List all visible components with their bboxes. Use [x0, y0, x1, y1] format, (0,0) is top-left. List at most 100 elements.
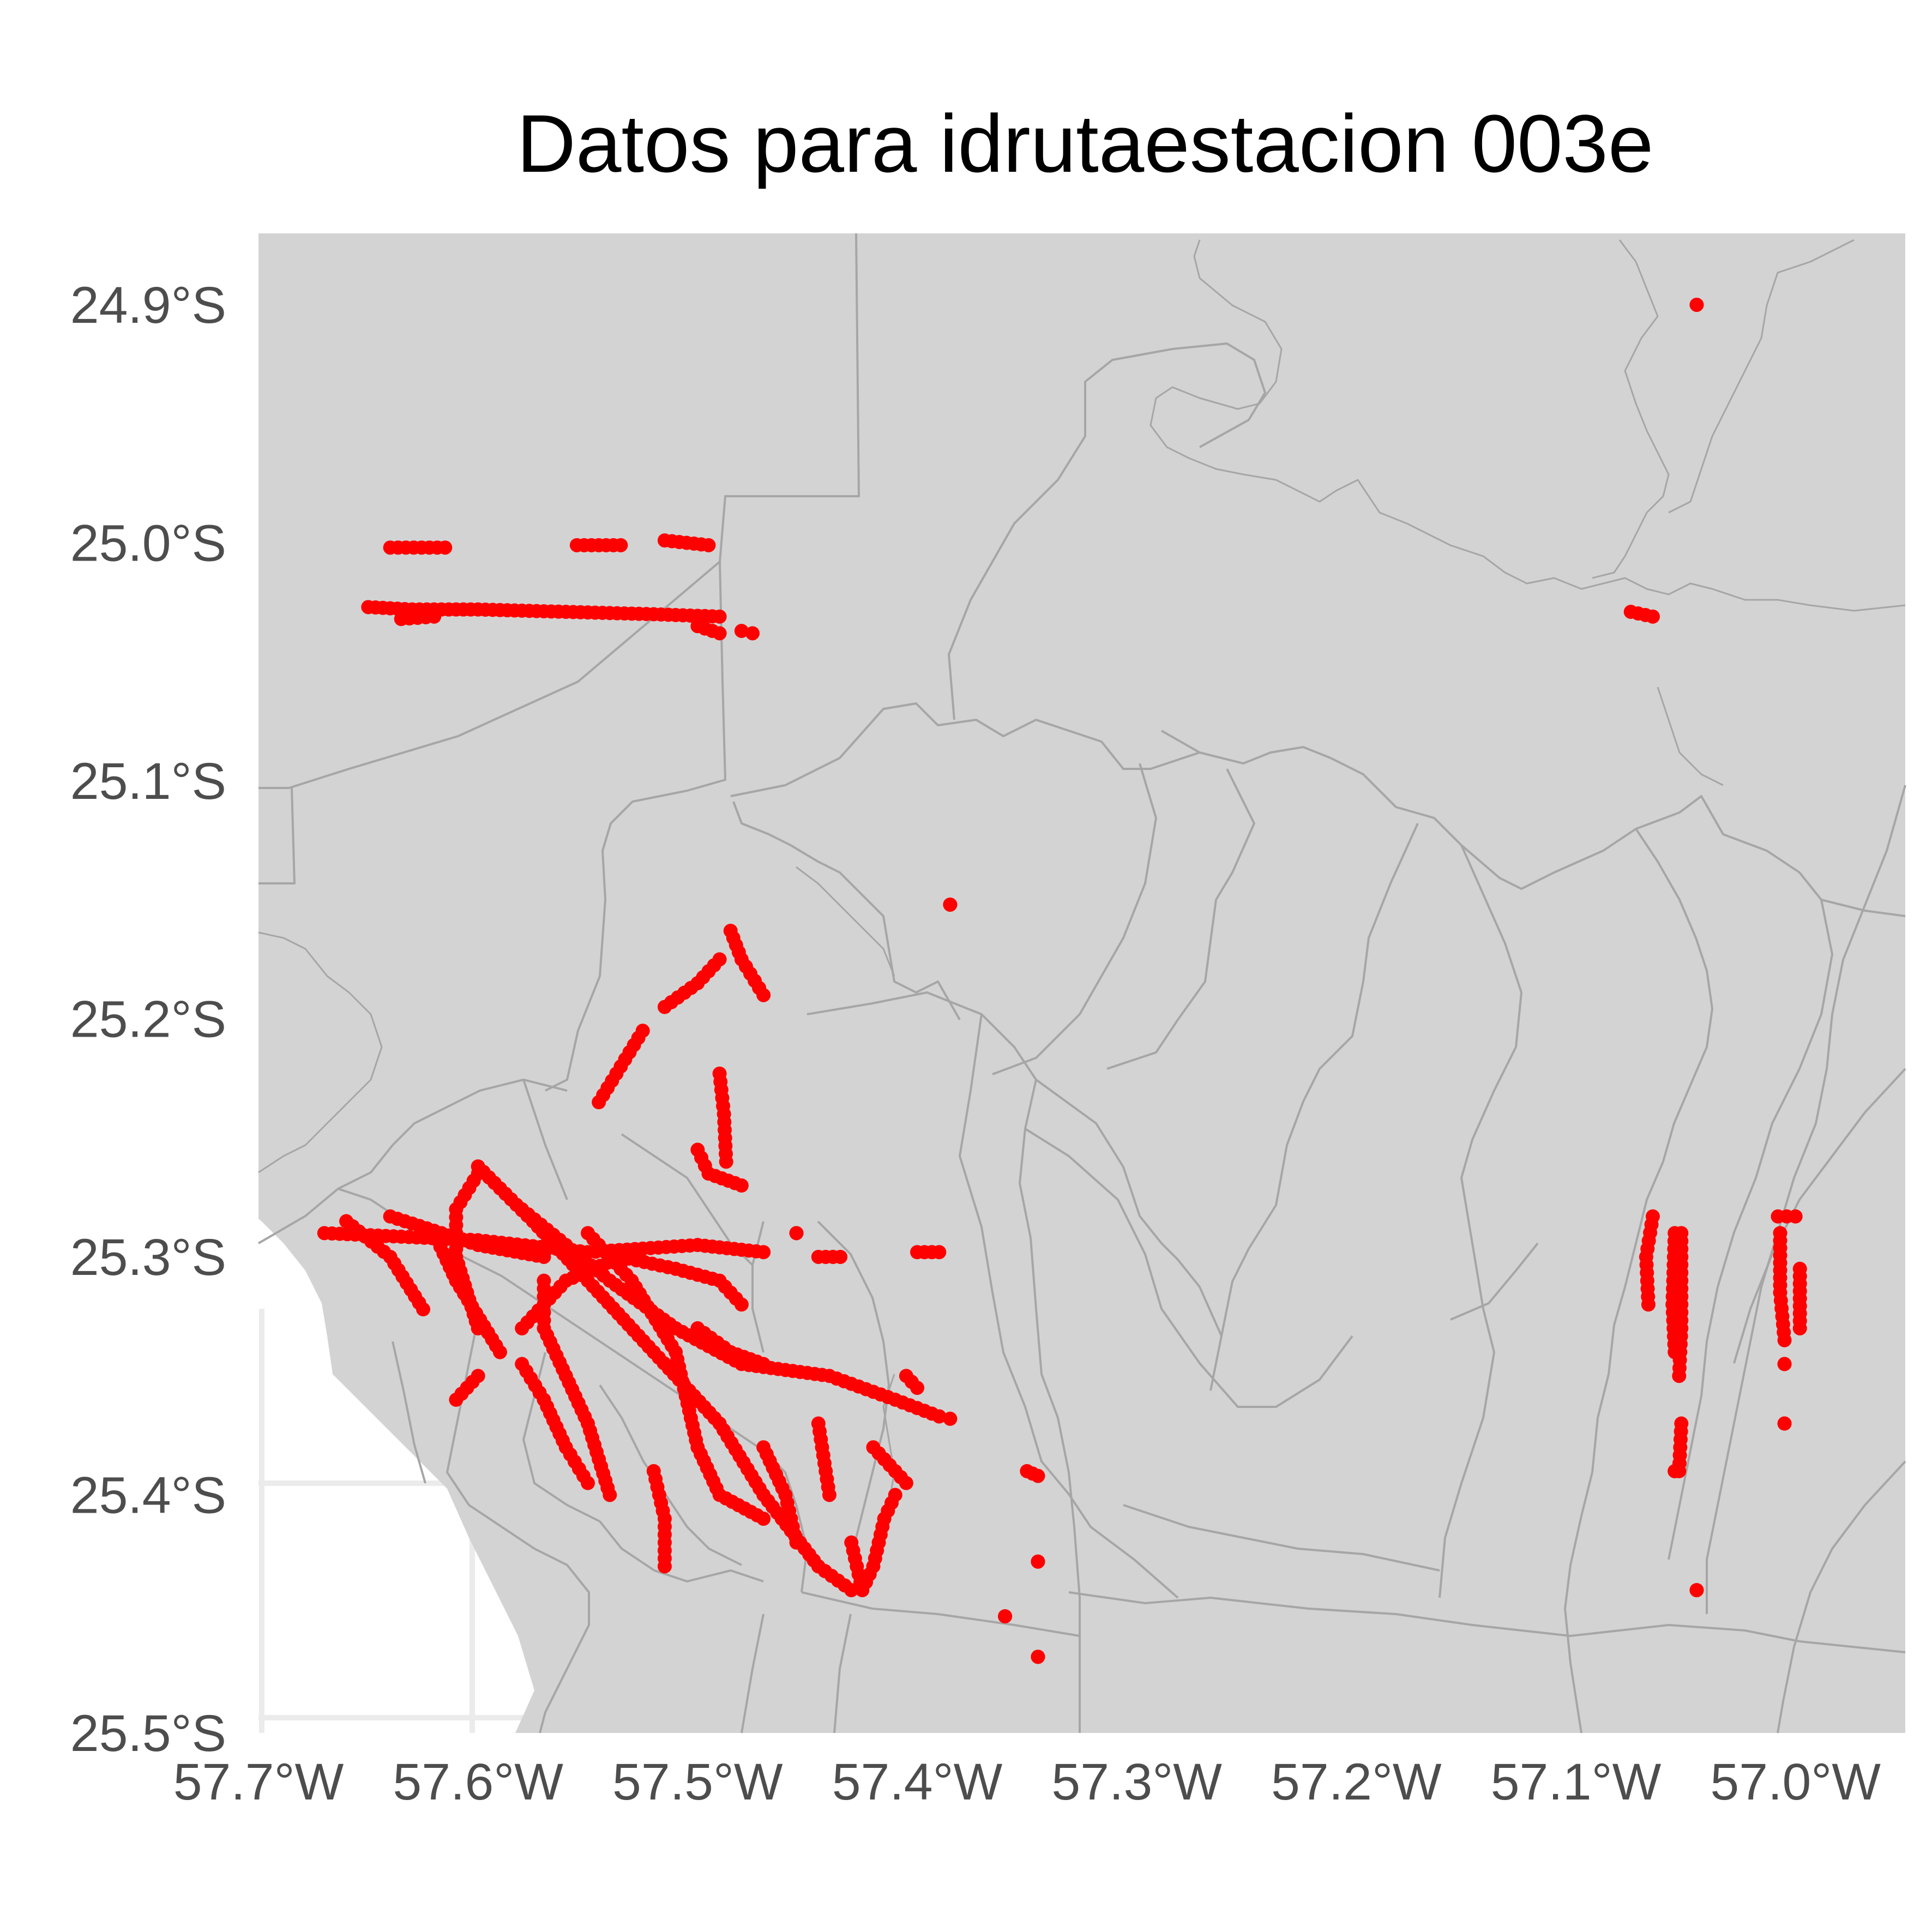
x-tick-label: 57.1°W — [1491, 1753, 1662, 1811]
gps-point — [756, 1245, 771, 1260]
department-boundary — [258, 233, 860, 789]
department-boundary — [545, 561, 726, 1092]
department-boundary — [1035, 1079, 1223, 1337]
gps-point — [1777, 1333, 1792, 1347]
x-tick-label: 57.7°W — [173, 1753, 344, 1811]
gps-point — [899, 1476, 913, 1490]
gps-point — [734, 623, 749, 638]
department-boundary — [1564, 828, 1713, 1734]
gps-point — [734, 1178, 749, 1193]
department-boundary — [1439, 845, 1522, 1598]
gps-point — [1689, 297, 1704, 312]
department-boundary — [833, 1614, 852, 1734]
x-tick-label: 57.5°W — [612, 1753, 783, 1811]
gps-point — [1031, 1650, 1045, 1664]
department-boundary — [1733, 1068, 1906, 1364]
y-axis-labels: 24.9°S 25.0°S 25.1°S 25.2°S 25.3°S 25.4°S 25.5… — [70, 276, 226, 1762]
river — [1657, 687, 1724, 786]
gps-point — [734, 1297, 749, 1312]
river — [796, 866, 895, 977]
gps-point — [756, 1357, 771, 1371]
y-tick-label: 24.9°S — [70, 276, 226, 334]
map-title: Datos para idrutaestacion 003e — [517, 98, 1654, 189]
gps-point — [438, 540, 453, 555]
gps-point — [712, 609, 727, 624]
gps-point — [416, 1302, 430, 1317]
x-axis-labels: 57.7°W 57.6°W 57.5°W 57.4°W 57.3°W 57.2°W 57.1… — [173, 1753, 1881, 1811]
river-lines — [258, 239, 1906, 1506]
department-boundary — [730, 702, 1906, 917]
department-boundary — [1706, 785, 1906, 1614]
gps-point — [1689, 1583, 1704, 1598]
district-boundary — [817, 1220, 890, 1560]
gps-point — [712, 626, 727, 641]
gps-point — [1788, 1209, 1803, 1224]
department-boundary — [258, 787, 296, 884]
gps-point — [943, 1411, 958, 1426]
y-tick-label: 25.3°S — [70, 1229, 226, 1286]
x-tick-label: 57.3°W — [1051, 1753, 1222, 1811]
department-boundary — [1777, 1460, 1906, 1734]
gps-point — [581, 1476, 595, 1490]
gps-point — [719, 1154, 733, 1169]
gps-point — [592, 1095, 606, 1110]
gps-point — [1031, 1468, 1045, 1483]
department-boundary — [992, 763, 1157, 1075]
department-boundary — [732, 801, 961, 1020]
district-boundary — [501, 1526, 590, 1734]
river — [1668, 239, 1855, 514]
gps-point — [1777, 1416, 1792, 1431]
gps-point — [888, 1488, 902, 1502]
gps-point — [613, 538, 628, 552]
gps-point — [537, 1249, 551, 1264]
district-boundary — [392, 1341, 426, 1484]
y-tick-label: 25.2°S — [70, 990, 226, 1048]
y-tick-label: 25.0°S — [70, 514, 226, 572]
department-boundary — [1024, 1128, 1353, 1408]
gps-point — [492, 1345, 507, 1359]
district-boundary — [599, 1520, 764, 1582]
land-polygons — [258, 233, 1905, 1733]
department-boundary — [1068, 1591, 1906, 1653]
gps-point — [745, 626, 760, 641]
department-boundary — [801, 1591, 1080, 1637]
river — [258, 931, 383, 1173]
district-boundary — [751, 1221, 765, 1353]
gps-points — [317, 297, 1807, 1664]
gps-point — [1031, 1554, 1045, 1569]
district-boundary — [522, 1079, 568, 1200]
gps-point — [1668, 1345, 1682, 1359]
river — [1149, 239, 1906, 612]
gps-point — [910, 1381, 924, 1395]
department-boundary — [948, 342, 1266, 720]
x-tick-label: 57.0°W — [1710, 1753, 1881, 1811]
administrative-boundaries — [257, 233, 1906, 1734]
department-boundary — [1161, 730, 1200, 754]
river — [1592, 239, 1670, 579]
y-tick-label: 25.4°S — [70, 1466, 226, 1524]
department-boundary — [1450, 1242, 1539, 1321]
gps-point — [756, 1512, 771, 1526]
district-boundary — [446, 1308, 503, 1528]
map-panel — [257, 233, 1906, 1734]
y-tick-label: 25.5°S — [70, 1705, 226, 1762]
gps-point — [789, 1535, 804, 1550]
gps-point — [932, 1409, 947, 1424]
gps-point — [449, 1392, 464, 1407]
department-boundary — [1668, 899, 1833, 1560]
gps-point — [603, 1488, 617, 1502]
department-boundary — [1106, 768, 1255, 1070]
gps-point — [701, 538, 716, 552]
gps-point — [427, 609, 442, 624]
department-boundary — [741, 1614, 765, 1734]
department-boundary — [1123, 1504, 1440, 1572]
department-boundary — [257, 1079, 568, 1244]
gps-point — [943, 897, 958, 912]
gps-point — [1777, 1357, 1792, 1371]
land-area — [258, 233, 1905, 1733]
gps-point — [1645, 609, 1660, 624]
gps-point — [811, 1249, 826, 1264]
gps-point — [998, 1609, 1013, 1624]
gps-point — [1672, 1369, 1687, 1383]
